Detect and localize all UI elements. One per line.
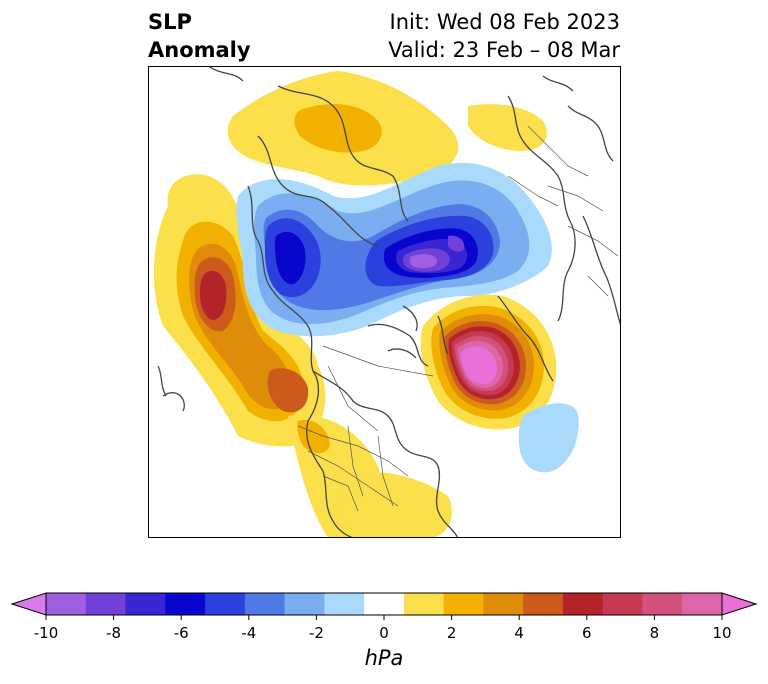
colorbar-segment: [682, 593, 723, 615]
colorbar-segment: [165, 593, 206, 615]
colorbar-segment: [284, 593, 325, 615]
colorbar-segment: [125, 593, 166, 615]
colorbar-tick-label: 2: [447, 624, 457, 642]
colorbar-tick-label: -8: [106, 624, 121, 642]
borders: [297, 125, 619, 512]
colorbar-tick-label: 0: [379, 624, 389, 642]
mid-atlantic-low-anomaly: [518, 403, 579, 473]
colorbar-segment: [364, 593, 405, 615]
arctic-low-anomaly: [236, 162, 552, 337]
forecast-dates: Init: Wed 08 Feb 2023 Valid: 23 Feb – 08…: [388, 8, 620, 64]
colorbar-segments: [10, 592, 758, 616]
title-line-2: Anomaly: [148, 38, 251, 62]
colorbar-segment: [205, 593, 246, 615]
colorbar-segment: [244, 593, 286, 615]
chart-title: SLP Anomaly: [148, 8, 251, 64]
colorbar-ticks: -10 -8 -6 -4 -2 0 2 4 6 8 10: [34, 615, 732, 642]
colorbar-segment: [483, 593, 524, 615]
coastlines: [157, 66, 621, 538]
colorbar-tick-label: 10: [712, 624, 731, 642]
colorbar-tick-label: -2: [309, 624, 324, 642]
map-frame: [148, 66, 621, 538]
arctic-high-anomaly: [227, 71, 547, 186]
valid-range: Valid: 23 Feb – 08 Mar: [388, 38, 620, 62]
title-line-1: SLP: [148, 10, 192, 34]
colorbar-tick-label: -6: [174, 624, 189, 642]
colorbar-tick-label: -4: [241, 624, 256, 642]
colorbar-segment: [443, 593, 484, 615]
colorbar-unit: hPa: [364, 646, 404, 670]
colorbar: -10 -8 -6 -4 -2 0 2 4 6 8 10: [10, 592, 758, 642]
colorbar-segment: [602, 593, 643, 615]
anomaly-map: [148, 66, 621, 538]
colorbar-extend-low: [10, 592, 47, 616]
colorbar-segment: [403, 593, 445, 615]
colorbar-tick-label: -10: [34, 624, 59, 642]
colorbar-tick-label: 6: [582, 624, 592, 642]
colorbar-segment: [523, 593, 564, 615]
colorbar-segment: [85, 593, 127, 615]
colorbar-extend-high: [721, 592, 758, 616]
colorbar-segment: [324, 593, 365, 615]
colorbar-segment: [562, 593, 604, 615]
colorbar-tick-label: 4: [514, 624, 524, 642]
init-date: Init: Wed 08 Feb 2023: [389, 10, 620, 34]
colorbar-tick-label: 8: [650, 624, 660, 642]
colorbar-segment: [642, 593, 683, 615]
colorbar-segment: [46, 593, 87, 615]
